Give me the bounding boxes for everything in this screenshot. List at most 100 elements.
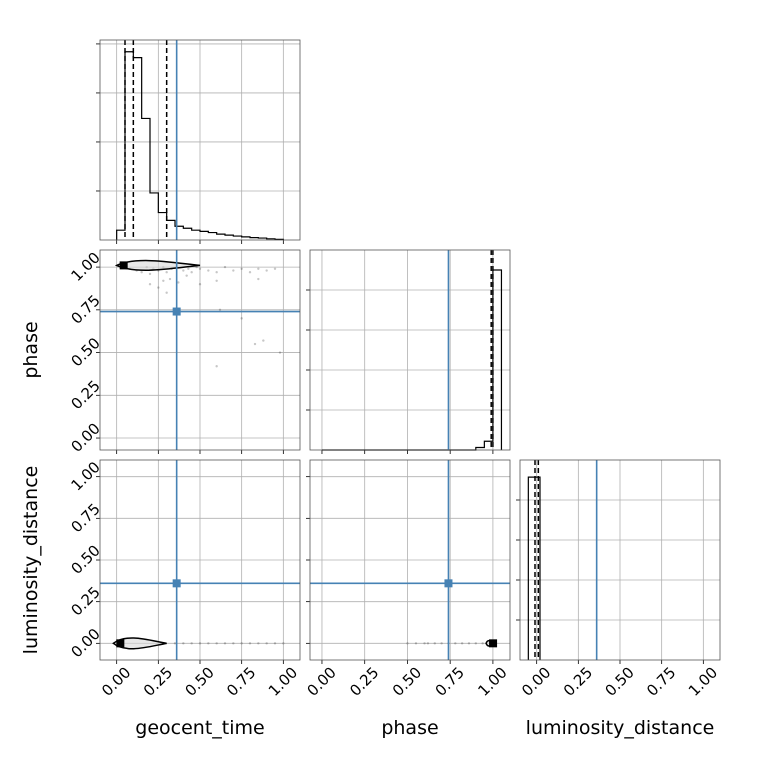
sample-point: [406, 642, 409, 645]
density-peak: [489, 639, 498, 648]
x-tick-label: 0.00: [303, 663, 339, 699]
x-tick-label: 1.00: [685, 663, 721, 699]
y-tick-label: 0.00: [67, 625, 103, 661]
sample-point: [440, 642, 443, 645]
sample-point: [187, 267, 190, 271]
sample-point: [232, 269, 235, 272]
sample-point: [185, 274, 188, 277]
sample-point: [248, 271, 252, 274]
sample-point: [168, 277, 172, 281]
density-contour: [114, 259, 201, 271]
panel-luminosity_distance-luminosity_distance: [516, 459, 721, 664]
sample-point: [198, 267, 202, 271]
sample-point: [262, 339, 265, 342]
panel-phase-luminosity_distance: [306, 459, 511, 664]
sample-point: [190, 271, 193, 274]
panel-geocent_time-luminosity_distance: [96, 459, 301, 664]
y-axis-label-phase: phase: [20, 321, 42, 378]
sample-point: [481, 642, 484, 645]
panel-geocent_time-geocent_time: [96, 39, 301, 244]
sample-point: [253, 342, 257, 346]
x-tick-label: 1.00: [265, 663, 301, 699]
x-tick-label: 0.75: [643, 663, 679, 699]
sample-point: [223, 642, 227, 645]
y-tick-label: 0.75: [67, 291, 103, 327]
truth-marker: [172, 307, 181, 316]
panel-border: [309, 459, 511, 661]
y-tick-label: 0.50: [67, 541, 103, 577]
sample-point: [198, 642, 202, 645]
y-axis-label-luminosity_distance: luminosity_distance: [20, 466, 42, 655]
sample-point: [460, 642, 464, 645]
sample-point: [215, 365, 218, 368]
panel-border: [519, 459, 721, 661]
sample-point: [414, 642, 418, 645]
sample-point: [278, 351, 282, 354]
sample-point: [474, 642, 478, 645]
sample-point: [198, 282, 202, 286]
y-tick-label: 0.75: [67, 500, 103, 536]
y-tick-label: 0.50: [67, 334, 103, 370]
panel-geocent_time-phase: [96, 249, 301, 454]
sample-point: [190, 642, 193, 645]
histogram-luminosity_distance: [527, 476, 541, 660]
sample-point: [240, 267, 243, 271]
x-tick-label: 0.50: [181, 663, 217, 699]
sample-point: [273, 642, 277, 645]
sample-point: [257, 267, 260, 271]
sample-point: [162, 279, 165, 282]
panel-border: [99, 459, 301, 661]
sample-point: [232, 642, 235, 645]
sample-point: [273, 267, 277, 271]
sample-point: [148, 272, 152, 276]
sample-point: [215, 642, 218, 645]
sample-point: [223, 265, 227, 269]
sample-point: [248, 642, 252, 645]
x-axis-label-phase: phase: [381, 717, 438, 739]
sample-point: [140, 271, 143, 274]
y-tick-label: 0.00: [67, 420, 103, 456]
x-tick-label: 0.00: [518, 663, 554, 699]
y-tick-label: 1.00: [67, 458, 103, 494]
y-tick-label: 0.25: [67, 583, 103, 619]
histogram-phase: [321, 269, 503, 451]
sample-point: [157, 286, 160, 289]
sample-point: [207, 269, 210, 272]
density-peak: [119, 261, 128, 270]
x-tick-label: 0.50: [601, 663, 637, 699]
x-tick-label: 1.00: [474, 663, 510, 699]
sample-point: [454, 642, 457, 645]
sample-point: [467, 642, 471, 645]
sample-point: [433, 642, 436, 645]
sample-point: [265, 269, 268, 272]
x-tick-label: 0.00: [98, 663, 134, 699]
density-peak: [116, 639, 125, 648]
sample-point: [207, 642, 210, 645]
x-tick-label: 0.75: [223, 663, 259, 699]
sample-point: [240, 642, 243, 645]
density-contour: [112, 637, 167, 650]
sample-point: [182, 269, 185, 272]
truth-marker: [172, 579, 181, 588]
sample-point: [265, 642, 268, 645]
sample-point: [215, 279, 218, 282]
x-axis-label-geocent_time: geocent_time: [135, 717, 264, 739]
x-tick-label: 0.50: [389, 663, 425, 699]
panel-phase-phase: [306, 249, 511, 454]
y-tick-label: 1.00: [67, 249, 103, 285]
sample-point: [426, 642, 430, 645]
sample-point: [240, 317, 243, 320]
truth-marker: [444, 579, 453, 588]
x-axis-label-luminosity_distance: luminosity_distance: [526, 717, 715, 739]
x-tick-label: 0.75: [432, 663, 468, 699]
panel-border: [99, 39, 301, 241]
sample-point: [182, 642, 185, 645]
sample-point: [173, 642, 177, 645]
x-tick-label: 0.25: [346, 663, 382, 699]
sample-point: [215, 271, 218, 274]
sample-point: [257, 642, 260, 645]
y-tick-label: 0.25: [67, 377, 103, 413]
x-tick-label: 0.25: [560, 663, 596, 699]
sample-point: [423, 642, 426, 645]
